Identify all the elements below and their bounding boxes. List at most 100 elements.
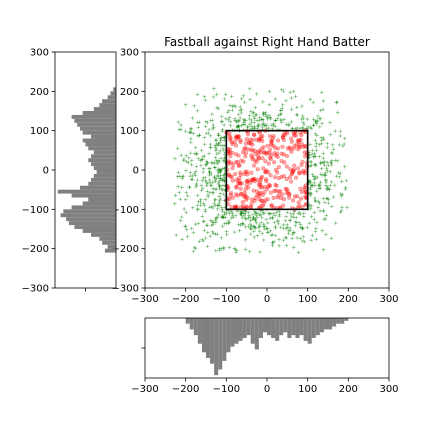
red-circle-point — [230, 141, 235, 147]
green-plus-point — [331, 195, 336, 199]
green-plus-point — [254, 213, 259, 218]
green-plus-point — [273, 118, 278, 123]
green-plus-point — [321, 247, 326, 252]
green-plus-point — [254, 113, 259, 117]
red-circle-point — [274, 183, 279, 188]
green-plus-point — [221, 166, 225, 170]
green-plus-point — [309, 126, 313, 131]
green-plus-point — [314, 122, 319, 126]
green-plus-point — [207, 178, 212, 182]
red-circle-point — [259, 176, 264, 181]
green-plus-point — [214, 152, 219, 156]
green-plus-point — [203, 175, 207, 180]
red-circle-point — [281, 137, 286, 142]
green-plus-point — [338, 210, 343, 214]
y-histogram-bar — [91, 134, 116, 139]
red-circle-point — [234, 177, 239, 183]
green-plus-point — [309, 214, 314, 219]
green-plus-point — [291, 230, 296, 235]
green-plus-point — [284, 122, 289, 127]
green-plus-point — [184, 168, 188, 173]
green-plus-point — [189, 226, 194, 231]
green-plus-point — [269, 211, 273, 216]
green-plus-point — [302, 126, 306, 131]
green-plus-point — [222, 221, 227, 226]
y-histogram-bars — [57, 87, 116, 292]
red-circle-point — [298, 137, 303, 142]
green-plus-point — [297, 220, 301, 225]
red-circle-point — [256, 156, 261, 161]
y-histogram-bar — [96, 170, 116, 174]
y-histogram-bar — [60, 213, 116, 218]
x-tick-label: 100 — [298, 384, 317, 395]
green-plus-point — [311, 174, 316, 179]
green-plus-point — [256, 225, 261, 230]
red-circle-point — [250, 142, 255, 147]
x-histogram-bar — [242, 318, 247, 338]
green-plus-point — [222, 192, 226, 196]
red-circle-point — [250, 148, 255, 153]
green-plus-point — [291, 212, 296, 216]
green-plus-point — [341, 144, 345, 148]
y-histogram-bar — [88, 197, 116, 202]
green-plus-point — [248, 215, 252, 219]
green-plus-point — [288, 226, 292, 230]
green-plus-point — [205, 189, 210, 194]
green-plus-point — [328, 120, 332, 125]
y-tick-label: −100 — [22, 205, 49, 216]
green-plus-point — [189, 177, 194, 182]
red-circle-point — [257, 191, 262, 196]
green-plus-point — [213, 165, 217, 170]
red-circle-point — [267, 155, 273, 160]
x-histogram-bar — [238, 318, 243, 341]
green-plus-point — [211, 95, 216, 99]
green-plus-point — [291, 245, 296, 250]
green-plus-point — [210, 112, 214, 116]
green-plus-point — [187, 156, 191, 160]
green-plus-point — [242, 100, 247, 104]
green-plus-point — [220, 209, 224, 213]
green-plus-point — [214, 218, 218, 223]
green-plus-point — [334, 100, 339, 105]
red-circle-point — [295, 194, 300, 199]
green-plus-point — [276, 113, 281, 118]
red-circle-point — [259, 174, 265, 180]
green-plus-point — [195, 92, 200, 97]
green-plus-point — [295, 236, 299, 240]
green-plus-point — [214, 138, 219, 142]
green-plus-point — [342, 142, 346, 146]
red-circle-point — [263, 170, 268, 175]
green-plus-point — [217, 203, 221, 208]
green-plus-point — [218, 149, 222, 153]
green-plus-point — [311, 117, 316, 122]
green-plus-point — [262, 123, 267, 128]
green-plus-point — [284, 243, 289, 248]
x-histogram-bar — [299, 318, 304, 336]
green-plus-point — [309, 164, 313, 168]
red-circle-point — [238, 192, 244, 197]
green-plus-point — [325, 196, 330, 201]
green-plus-point — [220, 224, 225, 228]
red-circle-point — [250, 156, 255, 162]
y-histogram-bar — [107, 95, 116, 100]
green-plus-point — [289, 120, 294, 124]
main-y-ticks: −300 −200 −100 0 100 200 300 — [112, 48, 145, 295]
red-circle-point — [257, 197, 262, 202]
red-circle-point — [276, 193, 281, 198]
red-circle-point — [284, 153, 290, 159]
green-plus-point — [325, 187, 330, 192]
y-histogram-bar — [57, 189, 116, 194]
red-circle-point — [243, 169, 248, 174]
green-plus-point — [229, 94, 234, 99]
red-circle-point — [263, 169, 268, 174]
green-plus-point — [235, 248, 239, 253]
red-circle-point — [256, 137, 262, 142]
green-plus-point — [196, 207, 200, 211]
green-plus-point — [321, 151, 325, 156]
green-plus-point — [343, 187, 348, 191]
green-plus-point — [224, 117, 228, 121]
green-plus-point — [195, 193, 200, 198]
red-circle-point — [250, 197, 255, 202]
y-histogram-bar — [82, 130, 116, 135]
green-plus-point — [187, 185, 192, 190]
